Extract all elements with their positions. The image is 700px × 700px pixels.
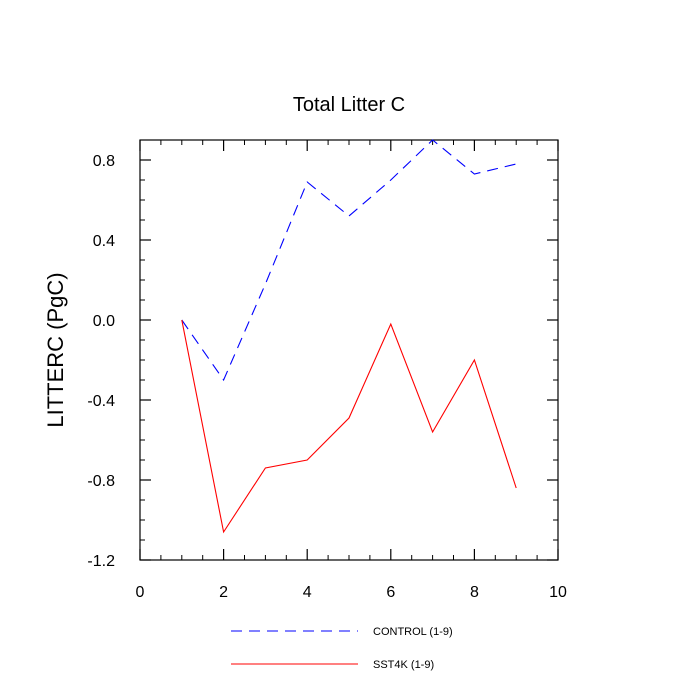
- x-tick-label: 10: [549, 584, 567, 601]
- x-tick-label: 2: [219, 584, 228, 601]
- y-tick-label: -0.4: [87, 393, 115, 410]
- y-tick-label: 0.4: [93, 233, 115, 250]
- y-tick-label: 0.8: [93, 153, 115, 170]
- tick-group: 0 2 4 6 8 10 -1.2 -0.8 -0.4 0.0 0.4 0.8: [87, 139, 567, 601]
- x-tick-label: 8: [470, 584, 479, 601]
- legend-label: CONTROL (1-9): [373, 626, 453, 638]
- y-tick-label: -1.2: [87, 553, 115, 570]
- x-tick-label: 0: [136, 584, 145, 601]
- chart-title: Total Litter C: [293, 94, 405, 116]
- control-series-line: [181, 139, 517, 382]
- series-group: [181, 139, 517, 534]
- x-tick-label: 6: [386, 584, 395, 601]
- y-tick-label: 0.0: [93, 313, 115, 330]
- x-tick-label: 4: [303, 584, 312, 601]
- sst4k-series-line: [181, 319, 517, 534]
- y-axis-label: LITTERC (PgC): [43, 272, 68, 427]
- legend: CONTROL (1-9) SST4K (1-9): [231, 626, 453, 671]
- y-tick-label: -0.8: [87, 473, 115, 490]
- legend-label: SST4K (1-9): [373, 659, 434, 671]
